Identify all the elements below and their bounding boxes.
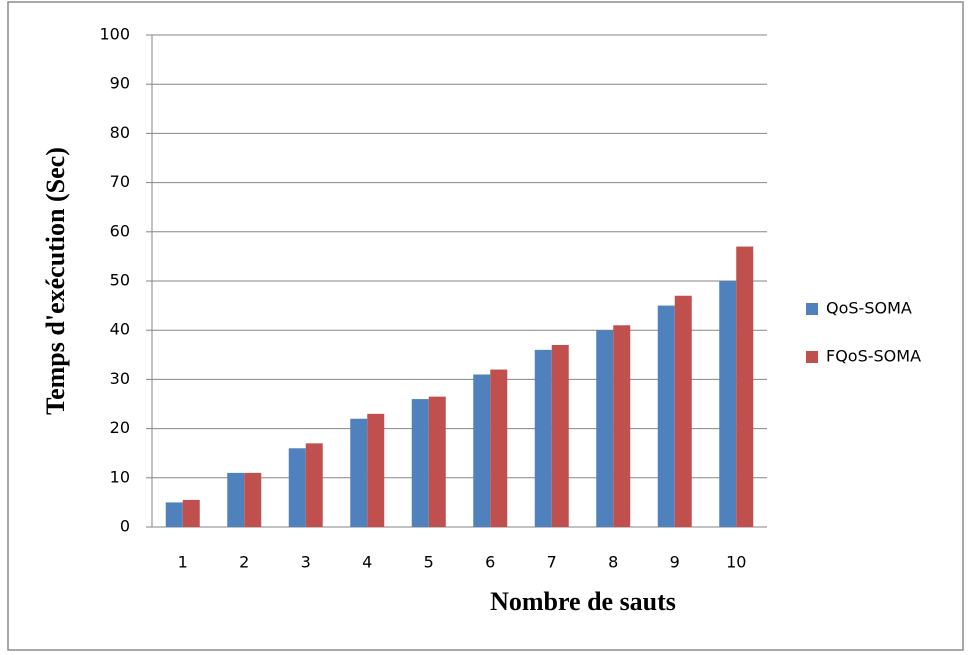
x-axis-label: Nombre de sauts <box>490 587 676 616</box>
y-tick-label: 20 <box>110 418 130 437</box>
bar <box>244 472 262 527</box>
bar <box>490 369 508 527</box>
y-tick-label: 60 <box>110 221 130 240</box>
bar <box>613 325 631 527</box>
x-tick-label: 1 <box>178 553 188 572</box>
y-tick-label: 10 <box>110 467 130 486</box>
x-tick-label: 7 <box>547 553 557 572</box>
bar <box>227 472 245 527</box>
bar <box>657 305 675 527</box>
bar <box>534 349 552 527</box>
bar <box>473 374 491 527</box>
bar <box>674 295 692 527</box>
x-tick-label: 2 <box>239 553 249 572</box>
y-tick-label: 40 <box>110 320 130 339</box>
bar <box>350 418 368 527</box>
y-tick-label: 100 <box>99 25 130 44</box>
y-axis-label: Temps d'exécution (Sec) <box>41 147 70 415</box>
bar <box>428 396 446 527</box>
x-tick-label: 4 <box>362 553 372 572</box>
bar <box>596 330 614 527</box>
bar <box>411 399 429 527</box>
y-tick-label: 50 <box>110 271 130 290</box>
chart-frame <box>7 1 964 651</box>
x-tick-label: 6 <box>485 553 495 572</box>
x-tick-label: 9 <box>670 553 680 572</box>
x-tick-label: 8 <box>608 553 618 572</box>
y-tick-label: 80 <box>110 123 130 142</box>
x-tick-label: 5 <box>424 553 434 572</box>
bar <box>719 281 737 527</box>
bar <box>288 448 306 527</box>
legend-label: FQoS-SOMA <box>826 347 921 366</box>
y-tick-label: 90 <box>110 74 130 93</box>
y-tick-label: 70 <box>110 172 130 191</box>
bar <box>305 443 323 527</box>
legend-label: QoS-SOMA <box>826 299 912 318</box>
bar <box>165 502 183 527</box>
y-tick-label: 30 <box>110 369 130 388</box>
x-tick-label: 3 <box>301 553 311 572</box>
x-tick-label: 10 <box>726 553 746 572</box>
y-tick-label: 0 <box>120 517 130 536</box>
bar <box>182 499 200 527</box>
legend-swatch <box>806 303 818 315</box>
bar <box>736 246 754 527</box>
bar <box>367 413 385 527</box>
legend-swatch <box>806 351 818 363</box>
bar <box>551 344 569 527</box>
